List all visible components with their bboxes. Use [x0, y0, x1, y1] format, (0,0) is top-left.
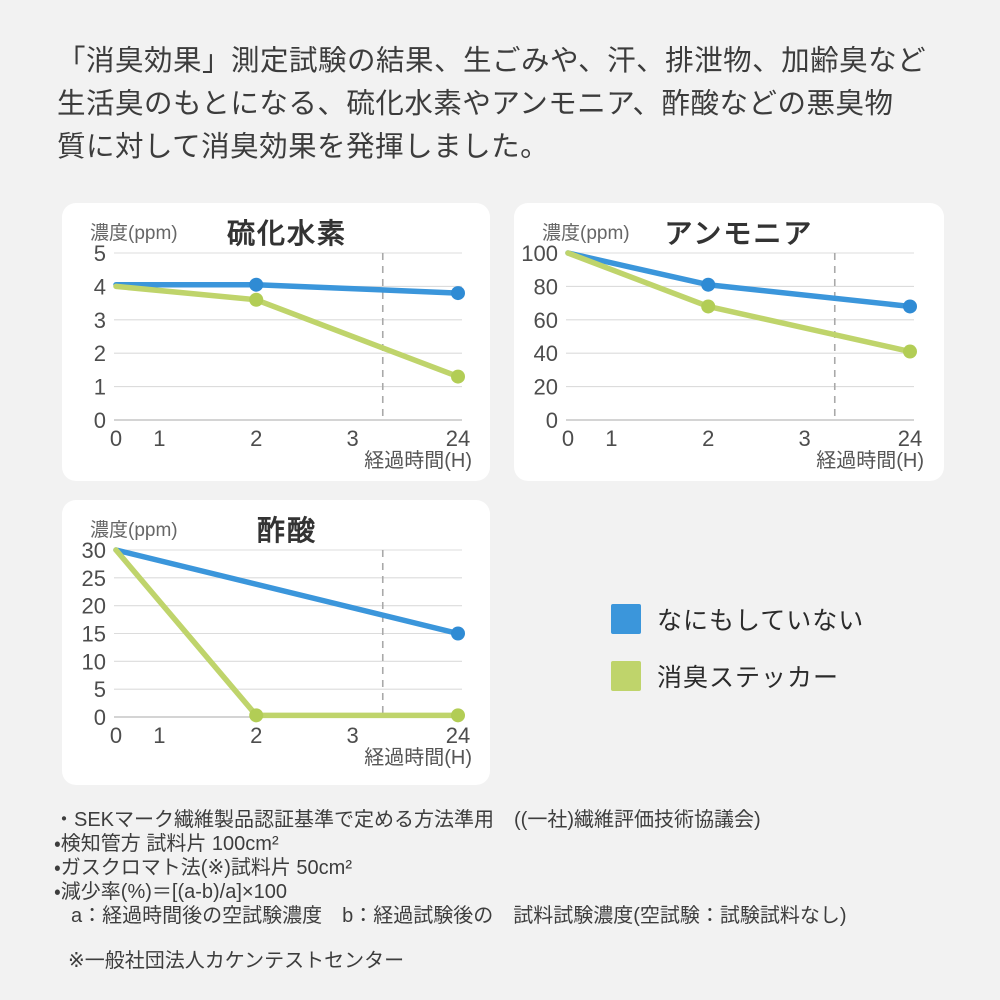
y-tick-label: 80	[534, 274, 558, 299]
y-tick-label: 5	[94, 241, 106, 266]
footnote-line: ・ガスクロマト法(※)試料片 50cm²	[54, 857, 353, 879]
chart-card-ammonia: 0 20 40 60 80 100 0 1 2 3 24 濃度(ppm) アンモニア経過時間(H)	[514, 203, 944, 481]
chart-title: 硫化水素	[227, 218, 347, 249]
chart-card-hydrogen-sulfide: 0 1 2 3 4 5 0 1 2 3 24 濃度(ppm) 硫化水素経過時間(H)	[62, 203, 490, 481]
y-tick-label: 0	[94, 408, 106, 433]
legend-swatch-untreated	[611, 604, 641, 634]
x-tick-label: 0	[562, 426, 574, 451]
footnote-test-center: ※一般社団法人カケンテストセンター	[68, 950, 405, 972]
x-tick-label: 24	[898, 426, 922, 451]
y-tick-label: 40	[534, 341, 558, 366]
data-point-deodorant-sticker	[249, 292, 264, 307]
x-tick-label: 1	[605, 426, 617, 451]
chart-legend: なにもしていない 消臭ステッカー	[611, 601, 864, 715]
x-tick-label: 1	[153, 723, 165, 748]
x-tick-label: 2	[250, 723, 262, 748]
footnote-line: ・減少率(%)＝[(a-b)/a]×100	[54, 881, 287, 903]
y-tick-label: 4	[94, 274, 106, 299]
chart-card-acetic-acid: 0 5 10 15 20 25 30 0 1 2 3 24 濃度(ppm) 酢酸 経過時間(H)	[62, 500, 490, 785]
data-point-untreated	[451, 626, 465, 641]
y-tick-label: 10	[82, 649, 106, 674]
series-line-deodorant-sticker	[113, 283, 461, 380]
data-point-untreated	[701, 277, 716, 292]
y-tick-label: 20	[534, 375, 558, 400]
y-tick-label: 30	[82, 538, 106, 563]
x-tick-label: 2	[702, 426, 714, 451]
data-point-deodorant-sticker	[451, 369, 465, 384]
x-tick-label: 1	[153, 426, 165, 451]
intro-text-line: 「消臭効果」測定試験の結果、生ごみや、汗、排泄物、加齢臭など	[57, 45, 927, 77]
x-tick-label: 24	[446, 426, 470, 451]
x-tick-label: 3	[347, 723, 359, 748]
y-tick-label: 0	[94, 705, 106, 730]
y-tick-label: 1	[94, 375, 106, 400]
y-tick-label: 0	[546, 408, 558, 433]
data-point-deodorant-sticker	[249, 708, 264, 723]
intro-text: 「消臭効果」測定試験の結果、生ごみや、汗、排泄物、加齢臭など 生活臭のもとになる…	[57, 40, 962, 169]
x-axis-time-label: 経過時間(H)	[364, 746, 472, 769]
series-line-deodorant-sticker	[113, 547, 461, 719]
footnote-line: ・検知管方 試料片 100cm²	[54, 833, 279, 855]
footnote-line: ・SEKマーク繊維製品認証基準で定める方法準用 ((一社)繊維評価技術協議会)	[54, 809, 761, 831]
legend-item-untreated: なにもしていない	[611, 601, 864, 637]
intro-text-line: 生活臭のもとになる、硫化水素やアンモニア、酢酸などの悪臭物	[57, 88, 894, 120]
legend-label-deodorant-sticker: 消臭ステッカー	[657, 664, 840, 692]
data-point-deodorant-sticker	[451, 708, 465, 723]
x-tick-label: 0	[110, 426, 122, 451]
y-tick-label: 3	[94, 308, 106, 333]
footnotes: ・SEKマーク繊維製品認証基準で定める方法準用 ((一社)繊維評価技術協議会) …	[54, 808, 964, 973]
x-tick-label: 2	[250, 426, 262, 451]
legend-label-untreated: なにもしていない	[657, 607, 865, 635]
y-tick-label: 25	[82, 566, 106, 591]
data-point-deodorant-sticker	[701, 299, 716, 314]
legend-swatch-deodorant-sticker	[611, 661, 641, 691]
series-line-untreated	[113, 547, 461, 637]
y-tick-label: 20	[82, 594, 106, 619]
y-axis-unit-label: 濃度(ppm)	[542, 222, 630, 244]
x-tick-label: 3	[347, 426, 359, 451]
x-axis-time-label: 経過時間(H)	[816, 449, 924, 472]
y-tick-label: 2	[94, 341, 106, 366]
data-point-deodorant-sticker	[903, 344, 917, 359]
x-tick-label: 24	[446, 723, 470, 748]
chart-title: 酢酸	[257, 515, 317, 546]
y-axis-unit-label: 濃度(ppm)	[90, 222, 178, 244]
y-tick-label: 5	[94, 677, 106, 702]
x-axis-time-label: 経過時間(H)	[364, 449, 472, 472]
y-tick-label: 100	[521, 241, 558, 266]
y-tick-label: 60	[534, 308, 558, 333]
data-point-untreated	[249, 277, 264, 292]
footnote-line: a：経過時間後の空試験濃度 b：経過試験後の 試料試験濃度(空試験：試験試料なし…	[71, 905, 847, 927]
chart-title: アンモニア	[665, 218, 814, 249]
x-tick-label: 3	[799, 426, 811, 451]
x-tick-label: 0	[110, 723, 122, 748]
intro-text-line: 質に対して消臭効果を発揮しました。	[57, 131, 550, 163]
y-axis-unit-label: 濃度(ppm)	[90, 519, 178, 541]
data-point-untreated	[451, 286, 465, 301]
data-point-untreated	[903, 299, 917, 314]
legend-item-deodorant-sticker: 消臭ステッカー	[611, 658, 864, 694]
series-line-untreated	[565, 250, 913, 310]
y-tick-label: 15	[82, 622, 106, 647]
